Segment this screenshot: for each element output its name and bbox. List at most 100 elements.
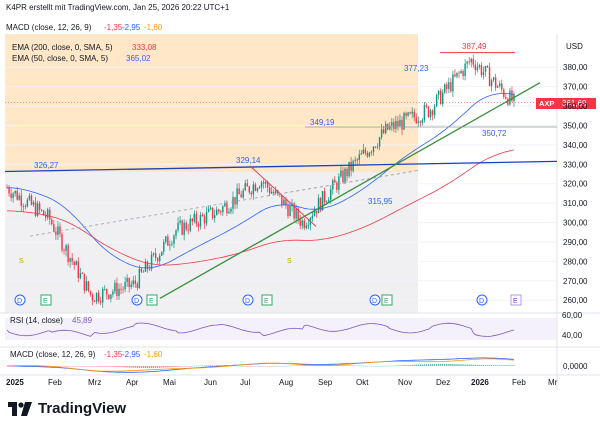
macd-histogram-bar bbox=[484, 365, 487, 366]
macd-histogram-bar bbox=[460, 364, 462, 366]
candle-body bbox=[185, 222, 187, 230]
split-marker: S bbox=[19, 258, 24, 265]
ticker-symbol: AXP bbox=[539, 99, 554, 108]
candle-body bbox=[437, 90, 440, 95]
candle-body bbox=[488, 67, 491, 87]
macd-histogram-bar bbox=[156, 366, 159, 368]
macd-histogram-bar bbox=[120, 366, 122, 368]
candle-body bbox=[285, 199, 287, 206]
macd-histogram-bar bbox=[472, 364, 474, 366]
candle-body bbox=[356, 159, 358, 161]
macd-histogram-bar bbox=[505, 365, 507, 366]
macd-histogram-bar bbox=[173, 366, 175, 367]
macd-histogram-bar bbox=[122, 366, 124, 368]
macd-histogram-bar bbox=[281, 365, 283, 367]
candle-body bbox=[494, 77, 497, 88]
currency-label: USD bbox=[566, 42, 583, 51]
candle-body bbox=[65, 245, 67, 251]
candle-body bbox=[486, 65, 489, 68]
y-tick-label: 320,00 bbox=[563, 180, 588, 189]
price-label-315: 315,95 bbox=[368, 197, 393, 206]
macd-header-label: MACD (close, 12, 26, 9) bbox=[6, 23, 92, 32]
caption: K4PR erstellt mit TradingView.com, Jan 2… bbox=[6, 3, 230, 12]
ema50-label: EMA (50, close, 0, SMA, 5) bbox=[12, 54, 108, 63]
y-tick-label: 380,00 bbox=[563, 63, 588, 72]
macd-histogram-bar bbox=[268, 366, 271, 367]
candle-body bbox=[470, 58, 472, 63]
candle-body bbox=[163, 241, 165, 252]
candle-body bbox=[301, 220, 303, 226]
macd-histogram-bar bbox=[199, 365, 202, 367]
candle-body bbox=[374, 146, 377, 148]
macd-histogram-bar bbox=[181, 366, 183, 367]
y-tick-label: 290,00 bbox=[563, 238, 588, 247]
candle-body bbox=[132, 280, 134, 285]
candle-body bbox=[144, 261, 147, 272]
candle-body bbox=[228, 211, 230, 214]
candle-body bbox=[313, 210, 316, 216]
macd-histogram-bar bbox=[134, 366, 136, 368]
macd-histogram-bar bbox=[193, 365, 196, 367]
candle-body bbox=[323, 191, 326, 203]
macd-histogram-bar bbox=[470, 364, 472, 366]
y-tick-label: 350,00 bbox=[563, 121, 588, 130]
price-value: 361,69 bbox=[562, 99, 587, 108]
candle-body bbox=[480, 65, 483, 76]
macd-histogram-bar bbox=[393, 365, 395, 367]
candle-body bbox=[156, 257, 159, 262]
y-tick-label: 300,00 bbox=[563, 219, 588, 228]
macd-histogram-bar bbox=[275, 366, 277, 367]
candle-body bbox=[42, 210, 45, 216]
candle-body bbox=[55, 231, 57, 235]
candle-body bbox=[505, 96, 507, 99]
candle-body bbox=[325, 201, 328, 203]
candle-body bbox=[346, 168, 348, 177]
x-tick-label: 2026 bbox=[471, 378, 489, 387]
rsi-line bbox=[6, 322, 515, 337]
ticker-badge bbox=[536, 98, 558, 109]
candle-body bbox=[499, 83, 501, 87]
macd-histogram-bar bbox=[466, 364, 468, 366]
macd-histogram-bar bbox=[427, 364, 430, 366]
candle-body bbox=[389, 125, 391, 130]
macd-histogram-bar bbox=[254, 366, 257, 367]
macd-histogram-bar bbox=[159, 366, 161, 368]
x-tick-label: Okt bbox=[356, 378, 369, 387]
macd-histogram-bar bbox=[456, 364, 458, 366]
macd-histogram-bar bbox=[124, 366, 126, 368]
macd-histogram-bar bbox=[511, 365, 513, 366]
candle-body bbox=[159, 255, 161, 262]
macd-histogram-bar bbox=[413, 364, 415, 366]
candle-body bbox=[417, 121, 420, 124]
macd-histogram-bar bbox=[65, 366, 67, 367]
candle-body bbox=[161, 251, 163, 256]
candle-body bbox=[431, 110, 434, 115]
candle-body bbox=[395, 120, 397, 129]
candle-body bbox=[458, 72, 460, 74]
candle-body bbox=[22, 205, 25, 207]
candle-body bbox=[173, 235, 175, 244]
macd-histogram-bar bbox=[73, 366, 75, 367]
macd-histogram-bar bbox=[266, 366, 269, 367]
macd-histogram-bar bbox=[303, 365, 305, 366]
rsi-pane bbox=[5, 318, 557, 340]
candle-body bbox=[448, 82, 450, 90]
candle-body bbox=[450, 82, 452, 92]
candle-body bbox=[289, 206, 291, 217]
macd-histogram-bar bbox=[401, 365, 403, 366]
earnings-marker: E bbox=[513, 298, 518, 305]
macd-histogram-bar bbox=[346, 365, 348, 366]
candle-body bbox=[496, 86, 499, 88]
candle-body bbox=[169, 244, 171, 246]
macd-value-1: -1,35 bbox=[104, 350, 123, 359]
candle-body bbox=[83, 273, 86, 291]
candle-body bbox=[189, 218, 191, 231]
macd-histogram-bar bbox=[216, 365, 218, 366]
macd-histogram-bar bbox=[238, 365, 240, 367]
macd-histogram-bar bbox=[91, 366, 94, 367]
candle-body bbox=[61, 233, 63, 251]
x-tick-label: Jun bbox=[204, 378, 217, 387]
candle-body bbox=[344, 168, 346, 183]
macd-histogram-bar bbox=[403, 365, 405, 366]
